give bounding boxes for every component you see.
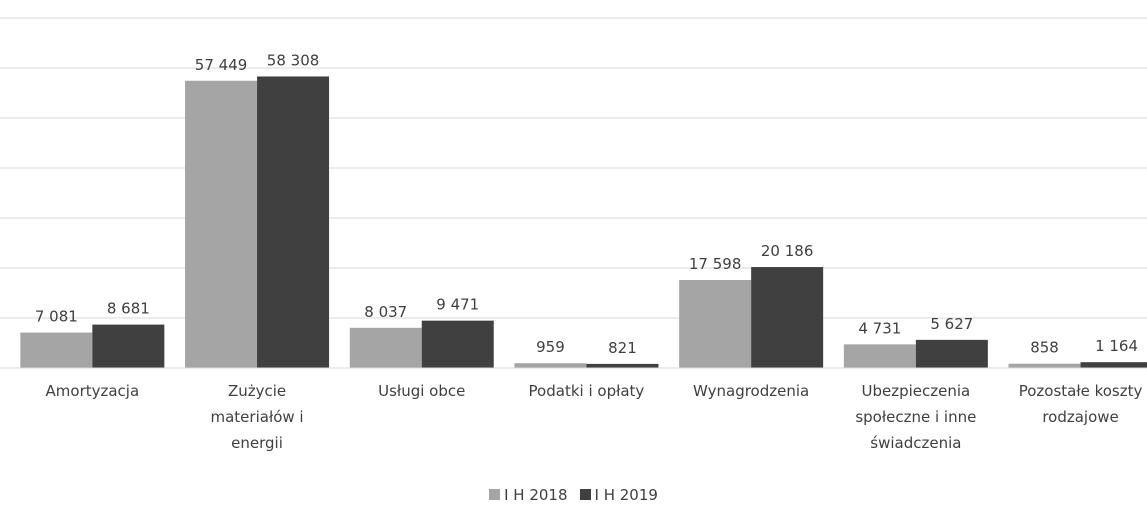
bar [257,76,330,369]
legend-label: I H 2019 [594,486,658,504]
legend-label: I H 2018 [504,486,568,504]
value-label: 821 [608,339,637,357]
value-label: 20 186 [761,242,814,260]
value-label: 858 [1030,339,1059,357]
value-label: 959 [536,338,565,356]
value-label: 1 164 [1095,337,1138,355]
bar [1080,362,1147,368]
value-label: 9 471 [436,296,479,314]
legend-swatch [579,489,591,500]
x-tick-label: Pozostałe koszty rodzajowe [1018,382,1143,426]
value-label: 4 731 [858,319,901,337]
legend-item: I H 2019 [579,484,658,506]
bar [915,339,988,368]
value-label: 8 037 [364,303,407,321]
x-tick-label: Usługi obce [378,382,466,400]
bar [421,320,494,368]
x-tick-label: Zużycie materiałów i energii [210,382,304,452]
x-tick-label: Ubezpieczenia społeczne i inne świadczen… [855,382,977,452]
value-label: 17 598 [689,255,742,273]
legend-swatch [489,489,501,500]
bar [20,332,93,368]
value-label: 5 627 [930,315,973,333]
bar [1008,363,1081,368]
bar [843,344,916,368]
bar [751,267,824,368]
value-label: 7 081 [35,308,78,326]
x-tick-label: Podatki i opłaty [528,382,645,400]
x-tick-label: Amortyzacja [45,382,140,400]
bar [349,327,422,368]
value-label: 57 449 [195,56,248,74]
bar [92,324,165,368]
legend: I H 2018 I H 2019 [0,484,1147,506]
bar [185,80,258,368]
value-label: 58 308 [267,51,320,69]
value-label: 8 681 [107,300,150,318]
x-tick-label: Wynagrodzenia [693,382,810,400]
legend-item: I H 2018 [489,484,568,506]
bar [514,363,587,368]
bar [679,280,752,368]
bar [586,363,659,368]
